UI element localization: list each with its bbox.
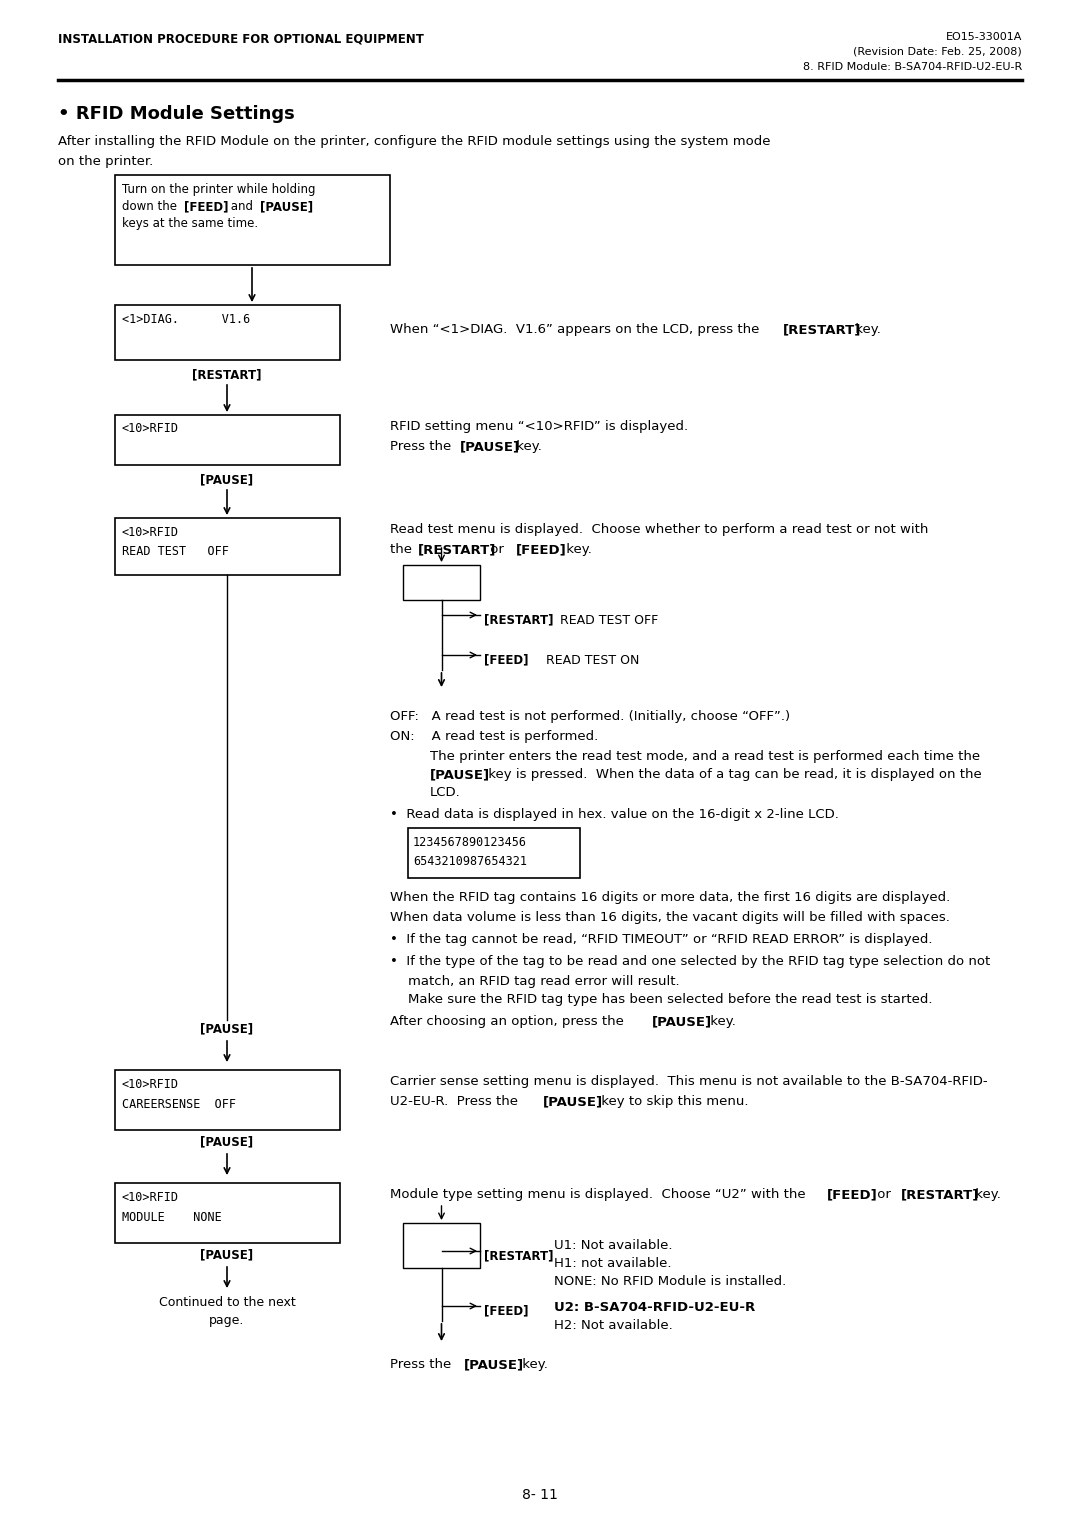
Text: [FEED]: [FEED]: [484, 1305, 528, 1317]
Text: [PAUSE]: [PAUSE]: [464, 1358, 524, 1371]
Text: down the: down the: [122, 200, 180, 212]
Bar: [114, 518, 340, 575]
Text: Module type setting menu is displayed.  Choose “U2” with the: Module type setting menu is displayed. C…: [390, 1187, 810, 1201]
Text: When data volume is less than 16 digits, the vacant digits will be filled with s: When data volume is less than 16 digits,…: [390, 911, 950, 924]
Text: INSTALLATION PROCEDURE FOR OPTIONAL EQUIPMENT: INSTALLATION PROCEDURE FOR OPTIONAL EQUI…: [58, 32, 423, 44]
Text: key.: key.: [512, 440, 542, 452]
Text: keys at the same time.: keys at the same time.: [122, 217, 258, 231]
Text: READ TEST ON: READ TEST ON: [530, 654, 639, 666]
Text: [PAUSE]: [PAUSE]: [460, 440, 521, 452]
Bar: [403, 565, 480, 601]
Text: [RESTART]: [RESTART]: [901, 1187, 980, 1201]
Text: <10>RFID: <10>RFID: [122, 1077, 179, 1091]
Text: EO15-33001A: EO15-33001A: [946, 32, 1022, 41]
Text: key is pressed.  When the data of a tag can be read, it is displayed on the: key is pressed. When the data of a tag c…: [484, 769, 982, 781]
Text: [PAUSE]: [PAUSE]: [430, 769, 490, 781]
Text: or: or: [873, 1187, 895, 1201]
Text: OFF:   A read test is not performed. (Initially, choose “OFF”.): OFF: A read test is not performed. (Init…: [390, 711, 791, 723]
Text: After choosing an option, press the: After choosing an option, press the: [390, 1015, 629, 1028]
Bar: [408, 828, 580, 879]
Text: CAREERSENSE  OFF: CAREERSENSE OFF: [122, 1099, 237, 1111]
Text: When “<1>DIAG.  V1.6” appears on the LCD, press the: When “<1>DIAG. V1.6” appears on the LCD,…: [390, 322, 764, 336]
Text: key.: key.: [971, 1187, 1001, 1201]
Text: ON:    A read test is performed.: ON: A read test is performed.: [390, 730, 598, 743]
Text: [RESTART]: [RESTART]: [192, 368, 261, 380]
Text: <1>DIAG.      V1.6: <1>DIAG. V1.6: [122, 313, 251, 325]
Text: key.: key.: [562, 542, 592, 556]
Text: [PAUSE]: [PAUSE]: [201, 1022, 254, 1034]
Text: key.: key.: [706, 1015, 735, 1028]
Text: 8. RFID Module: B-SA704-RFID-U2-EU-R: 8. RFID Module: B-SA704-RFID-U2-EU-R: [802, 63, 1022, 72]
Text: When the RFID tag contains 16 digits or more data, the first 16 digits are displ: When the RFID tag contains 16 digits or …: [390, 891, 950, 905]
Text: key.: key.: [518, 1358, 548, 1371]
Text: (Revision Date: Feb. 25, 2008): (Revision Date: Feb. 25, 2008): [853, 47, 1022, 57]
Text: •  Read data is displayed in hex. value on the 16-digit x 2-line LCD.: • Read data is displayed in hex. value o…: [390, 808, 839, 821]
Text: [PAUSE]: [PAUSE]: [260, 200, 313, 212]
Text: Carrier sense setting menu is displayed.  This menu is not available to the B-SA: Carrier sense setting menu is displayed.…: [390, 1076, 987, 1088]
Text: 8- 11: 8- 11: [522, 1488, 558, 1502]
Bar: [114, 1183, 340, 1242]
Text: Turn on the printer while holding: Turn on the printer while holding: [122, 183, 315, 196]
Text: [PAUSE]: [PAUSE]: [652, 1015, 712, 1028]
Text: [RESTART]: [RESTART]: [484, 1250, 554, 1262]
Text: page.: page.: [210, 1314, 245, 1326]
Text: MODULE    NONE: MODULE NONE: [122, 1212, 221, 1224]
Text: LCD.: LCD.: [430, 785, 461, 799]
Text: H1: not available.: H1: not available.: [554, 1258, 672, 1270]
Text: Press the: Press the: [390, 440, 456, 452]
Text: <10>RFID: <10>RFID: [122, 422, 179, 435]
Text: Continued to the next: Continued to the next: [159, 1296, 295, 1309]
Bar: [114, 416, 340, 465]
Text: Read test menu is displayed.  Choose whether to perform a read test or not with: Read test menu is displayed. Choose whet…: [390, 523, 929, 536]
Text: key.: key.: [851, 322, 881, 336]
Text: [PAUSE]: [PAUSE]: [543, 1096, 603, 1108]
Text: H2: Not available.: H2: Not available.: [554, 1319, 673, 1332]
Text: 6543210987654321: 6543210987654321: [413, 856, 527, 868]
Text: U2-EU-R.  Press the: U2-EU-R. Press the: [390, 1096, 523, 1108]
Text: [PAUSE]: [PAUSE]: [201, 1135, 254, 1148]
Bar: [114, 306, 340, 361]
Text: key to skip this menu.: key to skip this menu.: [597, 1096, 748, 1108]
Text: or: or: [486, 542, 508, 556]
Text: Press the: Press the: [390, 1358, 456, 1371]
Text: U1: Not available.: U1: Not available.: [554, 1239, 673, 1251]
Text: •  If the tag cannot be read, “RFID TIMEOUT” or “RFID READ ERROR” is displayed.: • If the tag cannot be read, “RFID TIMEO…: [390, 934, 932, 946]
Text: [RESTART]: [RESTART]: [418, 542, 497, 556]
Text: [PAUSE]: [PAUSE]: [201, 1248, 254, 1261]
Text: <10>RFID: <10>RFID: [122, 1190, 179, 1204]
Text: The printer enters the read test mode, and a read test is performed each time th: The printer enters the read test mode, a…: [430, 750, 981, 762]
Text: [RESTART]: [RESTART]: [484, 614, 554, 626]
Text: [FEED]: [FEED]: [184, 200, 229, 212]
Bar: [114, 176, 390, 264]
Text: READ TEST OFF: READ TEST OFF: [552, 614, 658, 626]
Text: [FEED]: [FEED]: [516, 542, 567, 556]
Text: on the printer.: on the printer.: [58, 154, 153, 168]
Text: •  If the type of the tag to be read and one selected by the RFID tag type selec: • If the type of the tag to be read and …: [390, 955, 990, 969]
Text: 1234567890123456: 1234567890123456: [413, 836, 527, 850]
Text: [PAUSE]: [PAUSE]: [201, 474, 254, 486]
Bar: [114, 1070, 340, 1131]
Bar: [403, 1222, 480, 1268]
Text: READ TEST   OFF: READ TEST OFF: [122, 545, 229, 558]
Text: [RESTART]: [RESTART]: [783, 322, 862, 336]
Text: [FEED]: [FEED]: [484, 654, 528, 666]
Text: RFID setting menu “<10>RFID” is displayed.: RFID setting menu “<10>RFID” is displaye…: [390, 420, 688, 432]
Text: • RFID Module Settings: • RFID Module Settings: [58, 105, 295, 122]
Text: and: and: [227, 200, 257, 212]
Text: the: the: [390, 542, 416, 556]
Text: match, an RFID tag read error will result.: match, an RFID tag read error will resul…: [408, 975, 679, 989]
Text: <10>RFID: <10>RFID: [122, 526, 179, 539]
Text: NONE: No RFID Module is installed.: NONE: No RFID Module is installed.: [554, 1274, 786, 1288]
Text: After installing the RFID Module on the printer, configure the RFID module setti: After installing the RFID Module on the …: [58, 134, 770, 148]
Text: Make sure the RFID tag type has been selected before the read test is started.: Make sure the RFID tag type has been sel…: [408, 993, 932, 1005]
Text: [FEED]: [FEED]: [827, 1187, 878, 1201]
Text: U2: B-SA704-RFID-U2-EU-R: U2: B-SA704-RFID-U2-EU-R: [554, 1300, 755, 1314]
